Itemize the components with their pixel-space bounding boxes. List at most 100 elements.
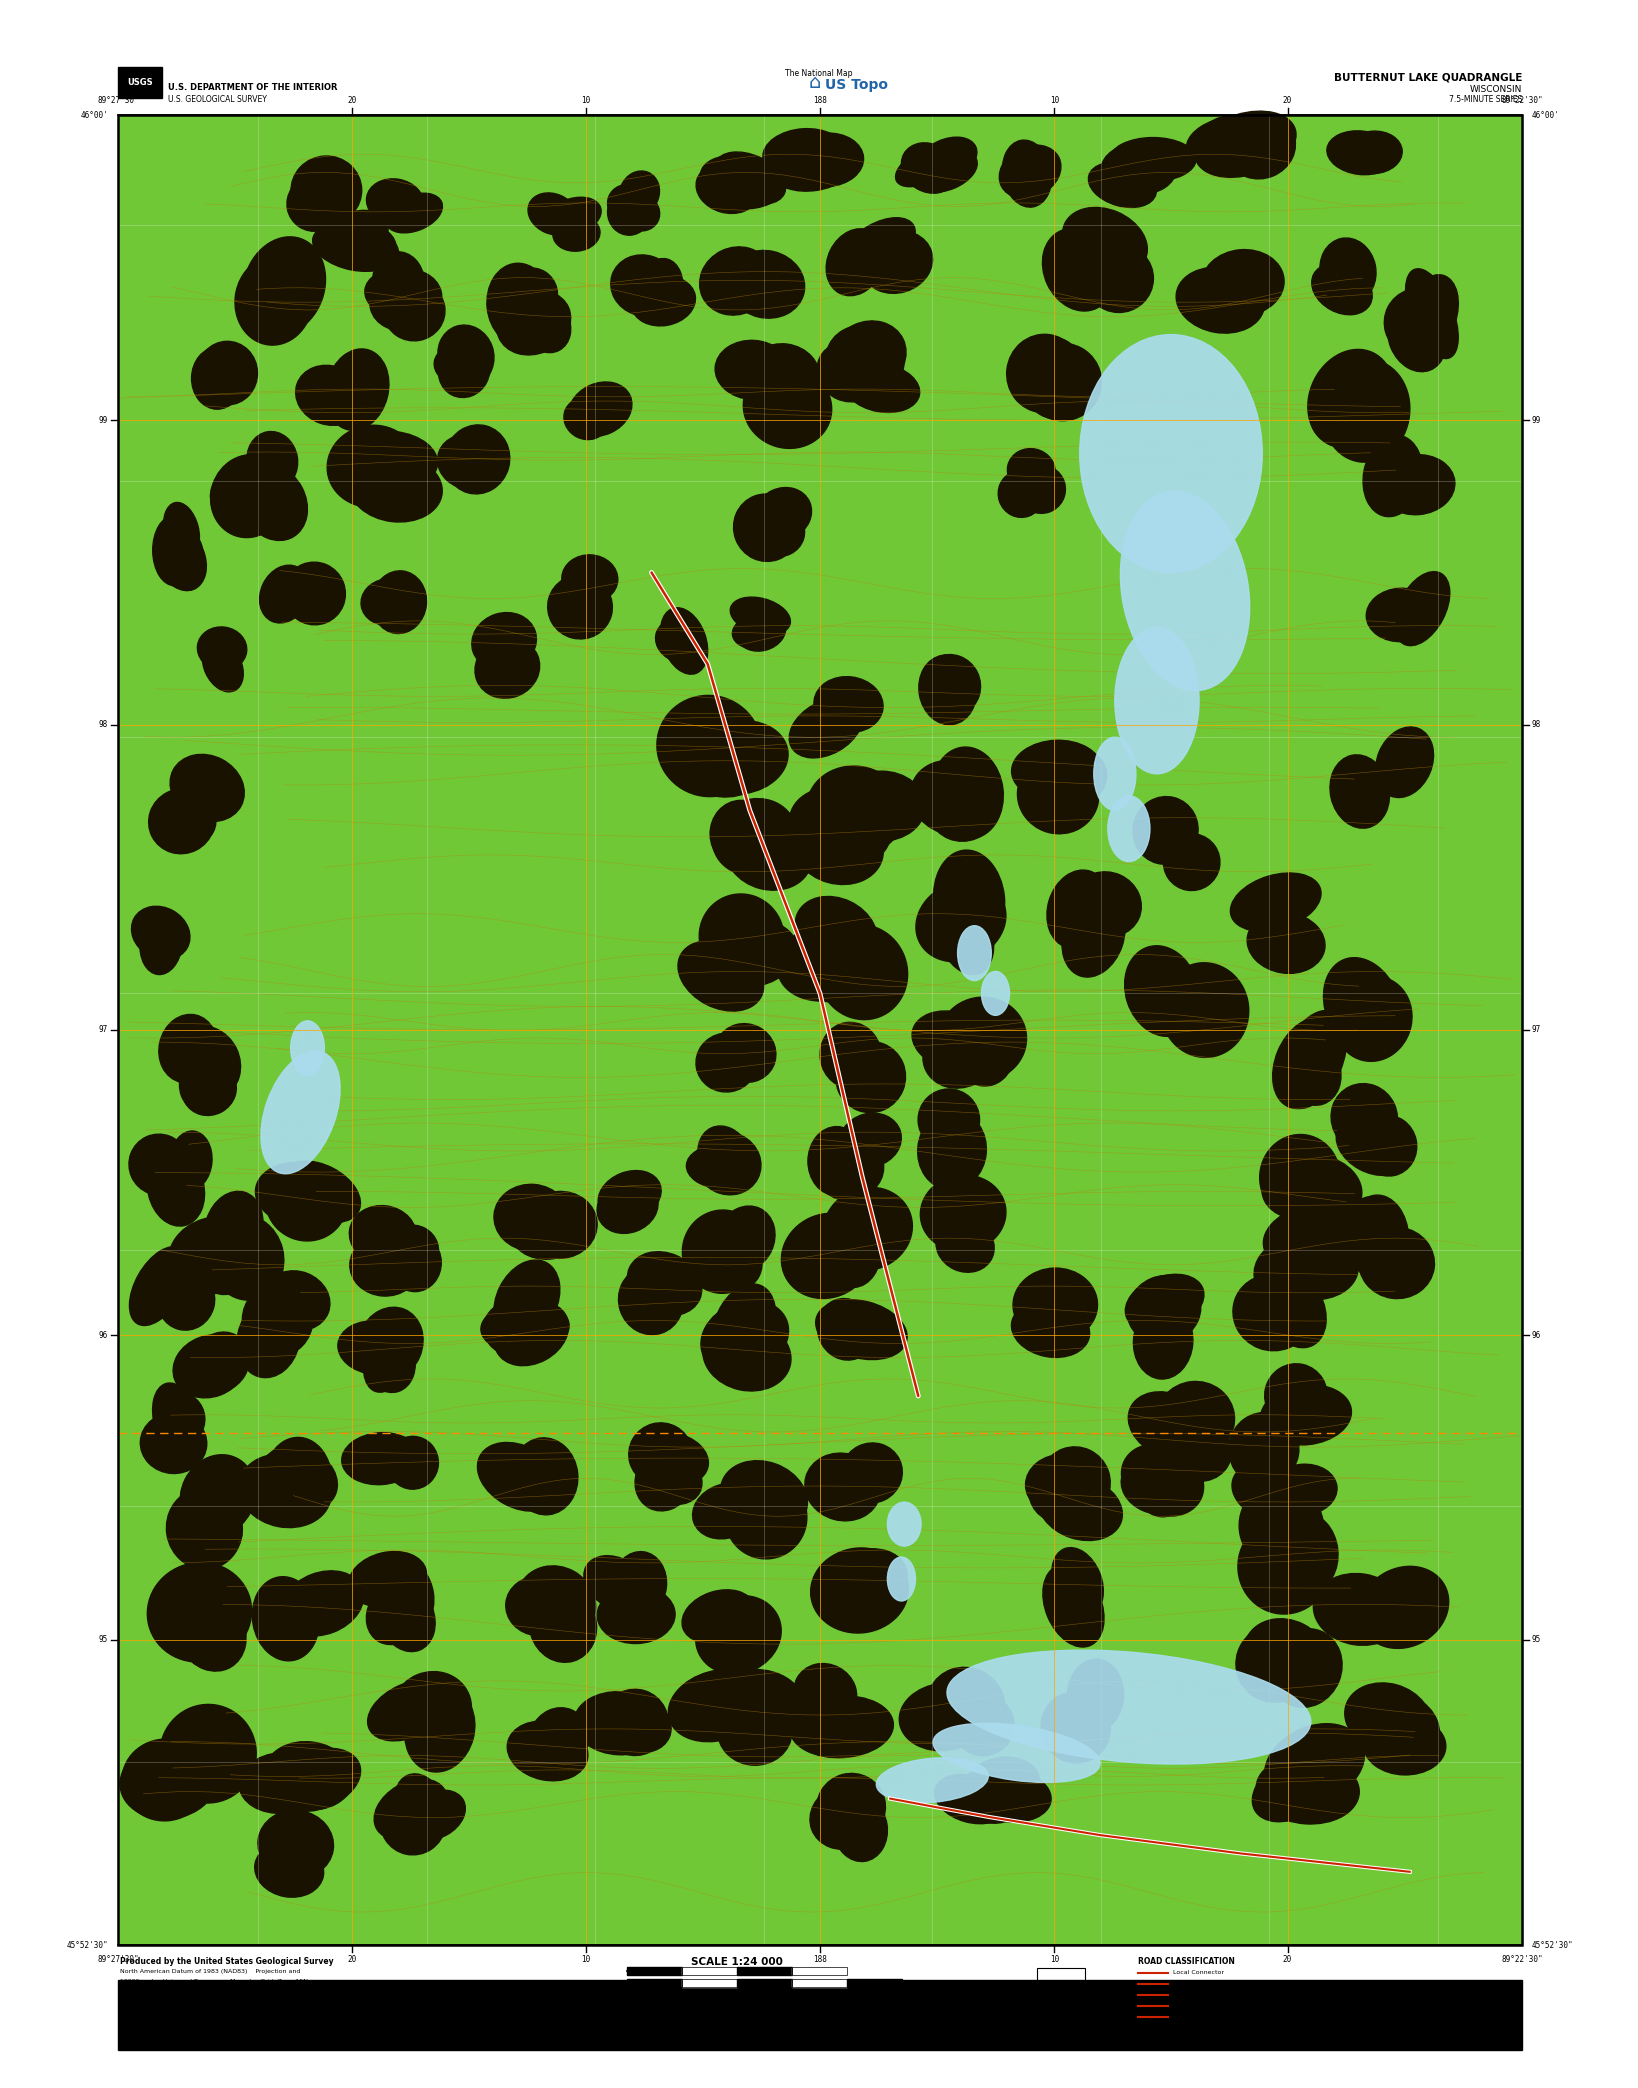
Ellipse shape [1237, 1624, 1314, 1702]
Text: Interstate Route: Interstate Route [1173, 2015, 1225, 2019]
Ellipse shape [152, 516, 195, 587]
Ellipse shape [755, 487, 811, 541]
Ellipse shape [608, 190, 650, 236]
Ellipse shape [554, 215, 600, 251]
Ellipse shape [917, 1111, 986, 1190]
Ellipse shape [794, 1664, 857, 1723]
Ellipse shape [506, 1576, 572, 1635]
Ellipse shape [373, 1779, 447, 1840]
Ellipse shape [264, 1741, 354, 1810]
Text: BUTTERNUT LAKE QUADRANGLE: BUTTERNUT LAKE QUADRANGLE [1333, 73, 1522, 84]
Ellipse shape [1133, 798, 1197, 864]
Ellipse shape [790, 697, 863, 758]
Ellipse shape [1120, 491, 1250, 691]
Ellipse shape [1320, 238, 1376, 303]
Ellipse shape [1052, 1547, 1104, 1616]
Ellipse shape [608, 184, 645, 221]
Ellipse shape [475, 639, 539, 697]
Ellipse shape [698, 1125, 752, 1186]
Ellipse shape [1161, 963, 1248, 1057]
Ellipse shape [814, 677, 883, 733]
Ellipse shape [439, 345, 490, 397]
Ellipse shape [1042, 228, 1114, 311]
Ellipse shape [260, 1050, 341, 1173]
Ellipse shape [701, 1301, 788, 1374]
Ellipse shape [716, 1023, 776, 1082]
Ellipse shape [668, 1670, 767, 1741]
Ellipse shape [529, 1708, 588, 1773]
Text: The National Map: The National Map [785, 69, 853, 77]
Ellipse shape [1273, 1019, 1342, 1109]
Ellipse shape [180, 1050, 228, 1111]
Ellipse shape [911, 760, 994, 835]
Ellipse shape [921, 654, 981, 716]
Ellipse shape [804, 1453, 881, 1520]
Ellipse shape [282, 572, 329, 620]
Ellipse shape [1394, 572, 1450, 645]
Ellipse shape [1263, 1205, 1353, 1267]
Ellipse shape [1243, 1618, 1330, 1695]
Ellipse shape [495, 1184, 570, 1251]
Ellipse shape [129, 1247, 188, 1326]
Ellipse shape [817, 1773, 886, 1842]
Ellipse shape [1345, 1683, 1430, 1752]
Ellipse shape [1265, 1363, 1327, 1428]
Ellipse shape [496, 290, 570, 355]
Text: 97: 97 [1532, 1025, 1541, 1034]
Ellipse shape [1024, 342, 1101, 420]
Ellipse shape [1201, 251, 1284, 315]
Ellipse shape [1125, 946, 1199, 1036]
Ellipse shape [167, 1489, 242, 1570]
Ellipse shape [1307, 349, 1394, 447]
Ellipse shape [210, 466, 275, 522]
Ellipse shape [1107, 796, 1150, 862]
Text: SCALE 1:24 000: SCALE 1:24 000 [691, 1956, 783, 1967]
Ellipse shape [508, 267, 557, 319]
Ellipse shape [686, 1146, 755, 1188]
Ellipse shape [1012, 741, 1102, 800]
Ellipse shape [367, 1681, 452, 1741]
Ellipse shape [360, 578, 414, 624]
Ellipse shape [760, 134, 835, 188]
Text: 95: 95 [98, 1635, 108, 1643]
Ellipse shape [1227, 115, 1296, 180]
Text: USGS: USGS [128, 77, 152, 88]
Ellipse shape [1361, 1574, 1419, 1643]
Ellipse shape [139, 912, 182, 975]
Ellipse shape [1253, 1756, 1333, 1821]
Ellipse shape [385, 194, 442, 234]
Ellipse shape [573, 1691, 665, 1754]
Ellipse shape [1029, 1460, 1094, 1522]
Ellipse shape [876, 1758, 988, 1802]
Ellipse shape [1404, 276, 1458, 355]
Ellipse shape [295, 365, 364, 426]
Ellipse shape [935, 1219, 994, 1272]
Ellipse shape [711, 800, 771, 867]
Ellipse shape [1125, 1274, 1204, 1332]
Ellipse shape [437, 326, 495, 386]
Ellipse shape [1007, 449, 1055, 493]
Text: U.S. GEOLOGICAL SURVEY: U.S. GEOLOGICAL SURVEY [169, 94, 267, 104]
Ellipse shape [693, 1482, 758, 1539]
Text: ⌂: ⌂ [809, 73, 821, 92]
Ellipse shape [609, 1698, 672, 1752]
Ellipse shape [912, 1011, 994, 1071]
Text: 96: 96 [98, 1332, 108, 1340]
Ellipse shape [152, 1382, 201, 1462]
Ellipse shape [888, 1558, 916, 1601]
Text: 98: 98 [1532, 720, 1541, 729]
Ellipse shape [1115, 626, 1199, 775]
Ellipse shape [636, 259, 683, 324]
Ellipse shape [726, 821, 811, 889]
Ellipse shape [1373, 1572, 1435, 1643]
Ellipse shape [1281, 1514, 1338, 1591]
Ellipse shape [601, 1689, 668, 1756]
Ellipse shape [495, 1301, 568, 1366]
Ellipse shape [1387, 303, 1446, 372]
Text: 89°22'30": 89°22'30" [1500, 96, 1543, 104]
Ellipse shape [239, 464, 308, 541]
Ellipse shape [509, 1199, 585, 1259]
Ellipse shape [727, 251, 804, 317]
Ellipse shape [1360, 1228, 1435, 1299]
Ellipse shape [1238, 1518, 1332, 1614]
